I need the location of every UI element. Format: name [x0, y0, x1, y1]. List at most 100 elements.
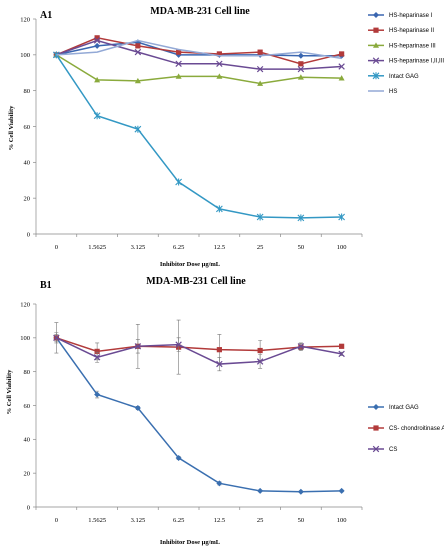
legend-entry: Intact GAG — [368, 404, 419, 411]
data-point — [94, 391, 101, 398]
data-point — [134, 405, 141, 412]
data-point — [338, 350, 345, 358]
legend-marker — [373, 404, 379, 410]
data-point — [338, 487, 345, 494]
y-tick-label: 20 — [24, 470, 31, 477]
data-point — [297, 214, 305, 222]
data-point — [93, 37, 101, 44]
data-point — [257, 49, 263, 55]
data-point — [216, 347, 222, 353]
data-point — [175, 341, 182, 348]
y-tick-label: 120 — [20, 16, 30, 23]
y-tick-label: 0 — [27, 231, 30, 238]
x-tick-label: 1.5625 — [88, 517, 106, 524]
x-tick-label: 3.125 — [131, 244, 146, 251]
x-tick-label: 3.125 — [131, 517, 146, 524]
legend-entry: HS-heparinase III — [368, 42, 436, 49]
x-axis-label-b1: Inhibitor Dose μg/mL — [160, 539, 221, 546]
y-tick-label: 80 — [24, 88, 31, 95]
series-line — [56, 39, 342, 70]
panel-label-b1: B1 — [40, 280, 52, 291]
y-tick-label: 60 — [24, 403, 31, 410]
legend-marker — [373, 42, 379, 48]
y-tick-label: 40 — [24, 160, 31, 167]
data-point — [216, 480, 223, 487]
y-tick-label: 100 — [20, 52, 30, 59]
data-point — [257, 347, 263, 354]
legend-label: CS- chondroitinase ABC — [389, 426, 444, 432]
data-point — [94, 42, 101, 49]
data-point — [134, 125, 142, 133]
y-axis-label-b1: % Cell Viability — [6, 369, 13, 415]
data-point — [297, 52, 304, 59]
data-point — [175, 60, 182, 68]
y-tick-label: 100 — [20, 335, 30, 342]
series-3 — [53, 37, 345, 73]
legend-marker — [372, 57, 380, 64]
data-point — [339, 51, 345, 57]
x-tick-label: 12.5 — [214, 244, 225, 251]
chart-title-b1: MDA-MB-231 Cell line — [146, 276, 246, 287]
y-tick-label: 20 — [24, 195, 31, 202]
data-point — [134, 48, 142, 56]
legend-label: HS-heparinase I,II,III — [389, 59, 444, 65]
legend-label: Intact GAG — [389, 74, 419, 80]
legend-entry: CS- chondroitinase ABC — [368, 425, 444, 432]
data-point — [216, 60, 223, 68]
legend-label: HS-heparinase II — [389, 28, 434, 34]
data-point — [175, 454, 182, 461]
data-point — [134, 343, 142, 350]
plot-area-a1: 0 20 40 60 80 100 120 0 1.5625 3.125 6.25 12.5 25 50 1… — [20, 12, 444, 251]
data-point — [257, 487, 264, 494]
x-tick-label: 25 — [257, 244, 264, 251]
data-point — [135, 43, 141, 49]
data-point — [297, 65, 305, 73]
legend-label: HS — [389, 89, 397, 95]
series-line — [56, 337, 342, 365]
x-tick-label: 6.25 — [173, 244, 184, 251]
series-line — [56, 337, 342, 353]
legend-entry: HS-heparinase II — [368, 27, 434, 34]
data-point — [338, 63, 345, 70]
x-tick-label: 25 — [257, 517, 264, 524]
legend-entry: HS-heparinase I — [368, 12, 433, 19]
series-line — [56, 41, 342, 57]
legend: Intact GAG CS- chondroitinase ABC CS — [368, 404, 444, 453]
y-axis-label-a1: % Cell Viability — [8, 105, 15, 151]
legend: HS-heparinase I HS-heparinase II HS-hepari… — [368, 12, 444, 95]
data-point — [134, 77, 141, 84]
data-point — [257, 80, 264, 86]
panel-label-a1: A1 — [40, 10, 52, 21]
legend-label: HS-heparinase III — [389, 43, 436, 49]
data-point — [338, 75, 345, 81]
chart-a1: A1 MDA-MB-231 Cell line Inhibitor Dose μ… — [8, 6, 444, 268]
data-point — [216, 73, 223, 79]
series-line — [55, 54, 342, 85]
data-point — [297, 343, 305, 350]
data-point — [256, 213, 264, 221]
data-point — [94, 348, 100, 354]
x-tick-label: 0 — [55, 517, 58, 524]
x-tick-label: 1.5625 — [88, 244, 106, 251]
x-tick-label: 0 — [55, 244, 58, 251]
data-point — [216, 51, 222, 57]
data-point — [298, 61, 304, 67]
x-tick-label: 50 — [298, 244, 305, 251]
series-line — [55, 337, 342, 493]
x-axis-label-a1: Inhibitor Dose μg/mL — [160, 261, 221, 268]
data-point — [175, 178, 183, 186]
series-2 — [53, 51, 345, 86]
series-5 — [56, 39, 342, 60]
legend-marker — [373, 12, 379, 18]
chart-title-a1: MDA-MB-231 Cell line — [150, 6, 250, 17]
legend-label: HS-heparinase I — [389, 13, 433, 19]
legend-entry: HS — [368, 89, 397, 95]
legend-entry: Intact GAG — [368, 72, 419, 80]
data-point — [256, 65, 264, 73]
x-tick-label: 6.25 — [173, 517, 184, 524]
legend-label: CS — [389, 447, 397, 453]
data-point — [94, 76, 101, 83]
y-tick-label: 40 — [24, 437, 31, 444]
data-point — [93, 112, 101, 120]
